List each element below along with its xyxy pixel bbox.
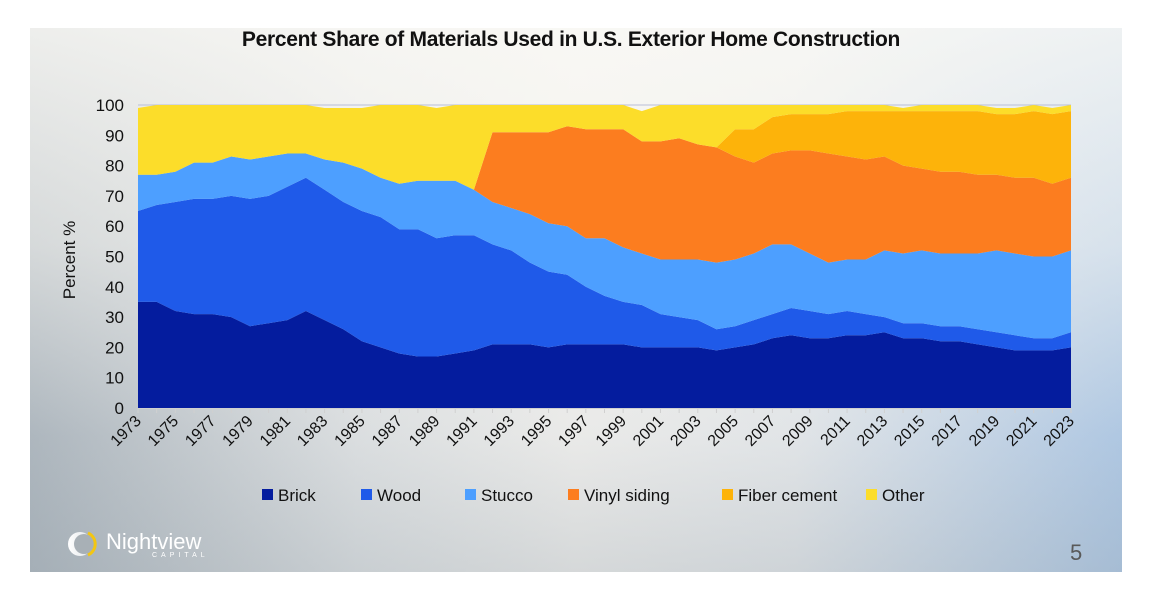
x-tick-label: 2009 bbox=[779, 413, 816, 450]
x-tick-label: 1999 bbox=[593, 413, 630, 450]
chart-title: Percent Share of Materials Used in U.S. … bbox=[241, 28, 901, 51]
x-tick-label: 1979 bbox=[220, 413, 257, 450]
x-tick-label: 1977 bbox=[182, 413, 219, 450]
area-layer bbox=[138, 104, 1071, 408]
x-tick-label: 1991 bbox=[444, 413, 481, 450]
y-axis-label: Percent % bbox=[60, 221, 79, 299]
y-tick-label: 0 bbox=[115, 399, 124, 418]
y-tick-label: 70 bbox=[105, 187, 124, 206]
x-tick-label: 1995 bbox=[518, 413, 555, 450]
moon-logo-icon bbox=[68, 531, 97, 557]
page-number: 5 bbox=[1070, 540, 1083, 565]
x-axis: 1973 1975 1977 1979 1981 1983 1985 1987 1989 1991… bbox=[108, 408, 1078, 450]
legend-swatch bbox=[568, 489, 579, 500]
legend-item-vinyl-siding: Vinyl siding bbox=[568, 486, 670, 505]
x-tick-label: 1975 bbox=[145, 413, 182, 450]
x-tick-label: 2023 bbox=[1041, 413, 1078, 450]
legend-item-wood: Wood bbox=[361, 486, 421, 505]
x-tick-label: 2017 bbox=[929, 413, 966, 450]
y-tick-label: 100 bbox=[96, 96, 124, 115]
x-tick-label: 2007 bbox=[742, 413, 779, 450]
x-tick-label: 2019 bbox=[966, 413, 1003, 450]
legend-item-fiber-cement: Fiber cement bbox=[722, 486, 837, 505]
y-axis: 0 10 20 30 40 50 60 70 80 90 100 bbox=[96, 96, 124, 418]
legend-item-brick: Brick bbox=[262, 486, 316, 505]
logo-name: Nightview bbox=[106, 529, 202, 554]
y-tick-label: 20 bbox=[105, 338, 124, 357]
legend-label: Other bbox=[882, 486, 925, 505]
x-tick-label: 2001 bbox=[630, 413, 667, 450]
area-brick bbox=[138, 301, 1071, 408]
legend-label: Stucco bbox=[481, 486, 533, 505]
x-tick-label: 2005 bbox=[705, 413, 742, 450]
area-stucco bbox=[138, 153, 1071, 339]
y-tick-label: 80 bbox=[105, 157, 124, 176]
legend-swatch bbox=[262, 489, 273, 500]
x-tick-label: 2011 bbox=[818, 413, 854, 449]
x-tick-label: 2015 bbox=[891, 413, 928, 450]
area-wood bbox=[138, 177, 1071, 357]
legend-swatch bbox=[465, 489, 476, 500]
legend-swatch bbox=[361, 489, 372, 500]
y-tick-label: 90 bbox=[105, 126, 124, 145]
y-tick-label: 40 bbox=[105, 278, 124, 297]
x-tick-label: 1987 bbox=[369, 413, 406, 450]
y-tick-label: 60 bbox=[105, 217, 124, 236]
x-tick-label: 1989 bbox=[406, 413, 443, 450]
x-tick-label: 2021 bbox=[1003, 413, 1040, 450]
legend-label: Fiber cement bbox=[738, 486, 837, 505]
x-tick-label: 1981 bbox=[257, 413, 294, 450]
area-fiber-cement bbox=[138, 111, 1071, 190]
legend-label: Wood bbox=[377, 486, 421, 505]
y-tick-label: 30 bbox=[105, 308, 124, 327]
x-tick-label: 1983 bbox=[294, 413, 331, 450]
x-tick-label: 1973 bbox=[108, 413, 145, 450]
area-other bbox=[138, 105, 1071, 190]
legend-label: Vinyl siding bbox=[584, 486, 670, 505]
legend-swatch bbox=[722, 489, 733, 500]
x-tick-label: 1985 bbox=[332, 413, 369, 450]
x-tick-label: 2013 bbox=[854, 413, 891, 450]
y-tick-label: 10 bbox=[105, 369, 124, 388]
legend-item-other: Other bbox=[866, 486, 925, 505]
x-tick-label: 2003 bbox=[667, 413, 704, 450]
legend-item-stucco: Stucco bbox=[465, 486, 533, 505]
area-vinyl-siding bbox=[138, 126, 1071, 263]
logo-subtitle: CAPITAL bbox=[152, 552, 209, 559]
legend-label: Brick bbox=[278, 486, 316, 505]
x-tick-label: 1997 bbox=[555, 413, 592, 450]
legend: Brick Wood Stucco Vinyl siding Fiber cement O… bbox=[262, 486, 925, 505]
x-tick-label: 1993 bbox=[481, 413, 518, 450]
y-tick-label: 50 bbox=[105, 248, 124, 267]
legend-swatch bbox=[866, 489, 877, 500]
